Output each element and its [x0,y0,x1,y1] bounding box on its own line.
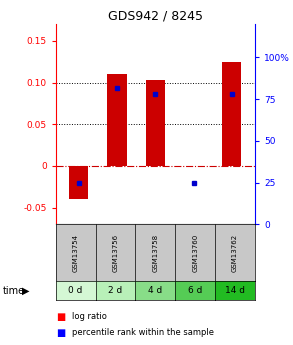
Text: time: time [3,286,25,296]
Text: GSM13756: GSM13756 [113,234,118,272]
Text: log ratio: log ratio [72,312,107,321]
Title: GDS942 / 8245: GDS942 / 8245 [108,10,203,23]
Text: ▶: ▶ [22,286,30,296]
Text: 4 d: 4 d [148,286,162,295]
Bar [69,166,88,199]
Bar [108,74,127,166]
Text: 6 d: 6 d [188,286,202,295]
Text: GSM13762: GSM13762 [232,234,238,272]
Text: GSM13754: GSM13754 [73,234,79,272]
Text: GSM13760: GSM13760 [192,234,198,272]
Text: GSM13758: GSM13758 [152,234,158,272]
Text: 2 d: 2 d [108,286,122,295]
Bar [222,62,241,166]
Text: percentile rank within the sample: percentile rank within the sample [72,328,214,337]
Text: ■: ■ [56,328,65,338]
Text: 14 d: 14 d [225,286,245,295]
Text: ■: ■ [56,312,65,322]
Text: 0 d: 0 d [68,286,83,295]
Bar [146,80,165,166]
